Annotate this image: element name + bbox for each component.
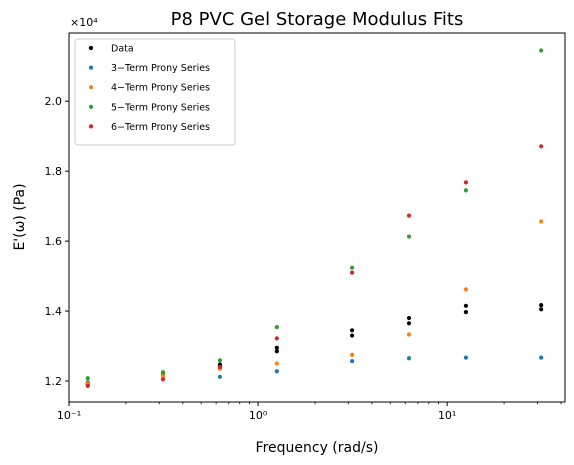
data-point bbox=[274, 349, 279, 354]
legend-marker bbox=[88, 85, 94, 90]
data-point bbox=[406, 315, 412, 321]
x-tick-label: 10⁻¹ bbox=[57, 409, 81, 422]
data-point bbox=[217, 358, 223, 363]
data-point bbox=[349, 265, 355, 270]
y-axis-label: E'(ω) (Pa) bbox=[12, 183, 28, 250]
legend-marker bbox=[88, 65, 94, 70]
data-point bbox=[406, 332, 412, 337]
data-point bbox=[539, 48, 544, 53]
plot-area bbox=[85, 48, 544, 389]
legend-marker bbox=[88, 45, 94, 51]
data-point bbox=[274, 369, 279, 374]
legend-marker bbox=[88, 124, 94, 129]
y-tick-label: 1.6 bbox=[45, 235, 63, 248]
chart-title: P8 PVC Gel Storage Modulus Fits bbox=[171, 9, 464, 30]
legend: Data 3−Term Prony Series 4−Term Prony Seri… bbox=[74, 38, 236, 146]
series-3 bbox=[85, 48, 544, 381]
data-point bbox=[539, 144, 544, 149]
legend-marker bbox=[88, 104, 94, 109]
data-point bbox=[463, 188, 469, 193]
data-point bbox=[539, 307, 544, 312]
data-point bbox=[463, 355, 469, 360]
y-tick-label: 1.8 bbox=[45, 165, 63, 178]
y-tick-label: 1.4 bbox=[45, 305, 63, 318]
data-point bbox=[463, 310, 469, 315]
data-point bbox=[274, 325, 279, 330]
data-point bbox=[406, 234, 412, 239]
y-axis: 1.2 1.4 1.6 1.8 2.0 bbox=[45, 95, 69, 388]
x-tick-label: 10⁰ bbox=[249, 409, 268, 422]
data-point bbox=[85, 376, 90, 381]
data-point bbox=[160, 373, 166, 378]
data-point bbox=[539, 303, 544, 308]
data-point bbox=[349, 358, 355, 364]
data-point bbox=[463, 180, 469, 185]
x-tick-label: 10¹ bbox=[438, 409, 456, 422]
data-point bbox=[539, 355, 544, 360]
legend-label: 5−Term Prony Series bbox=[111, 102, 210, 113]
data-point bbox=[463, 303, 469, 308]
data-point bbox=[274, 336, 279, 341]
data-point bbox=[274, 345, 279, 350]
legend-label: Data bbox=[111, 44, 134, 55]
x-axis-label: Frequency (rad/s) bbox=[256, 440, 379, 456]
axes-frame bbox=[68, 32, 566, 403]
y-tick-label: 2.0 bbox=[45, 95, 63, 108]
data-point bbox=[406, 321, 412, 326]
data-point bbox=[463, 287, 469, 292]
legend-label: 6−Term Prony Series bbox=[111, 122, 210, 133]
data-point bbox=[539, 219, 544, 224]
data-point bbox=[85, 383, 90, 389]
data-point bbox=[274, 361, 279, 366]
data-point bbox=[349, 333, 355, 338]
data-point bbox=[349, 352, 355, 357]
legend-label: 3−Term Prony Series bbox=[111, 63, 210, 74]
data-point bbox=[160, 370, 166, 375]
series-1 bbox=[85, 355, 544, 385]
y-axis-multiplier: ×10⁴ bbox=[70, 16, 98, 29]
data-point bbox=[160, 377, 166, 382]
data-point bbox=[406, 356, 412, 361]
legend-label: 4−Term Prony Series bbox=[111, 83, 210, 94]
y-tick-label: 1.2 bbox=[45, 375, 63, 388]
legend-box bbox=[74, 38, 236, 146]
series-4 bbox=[85, 144, 544, 389]
series-2 bbox=[85, 219, 544, 386]
data-point bbox=[217, 374, 223, 379]
data-point bbox=[349, 328, 355, 333]
data-point bbox=[217, 364, 223, 370]
series-0 bbox=[85, 303, 544, 387]
data-point bbox=[349, 270, 355, 275]
data-point bbox=[406, 213, 412, 218]
x-axis: 10⁻¹ 10⁰ 10¹ bbox=[57, 402, 562, 422]
